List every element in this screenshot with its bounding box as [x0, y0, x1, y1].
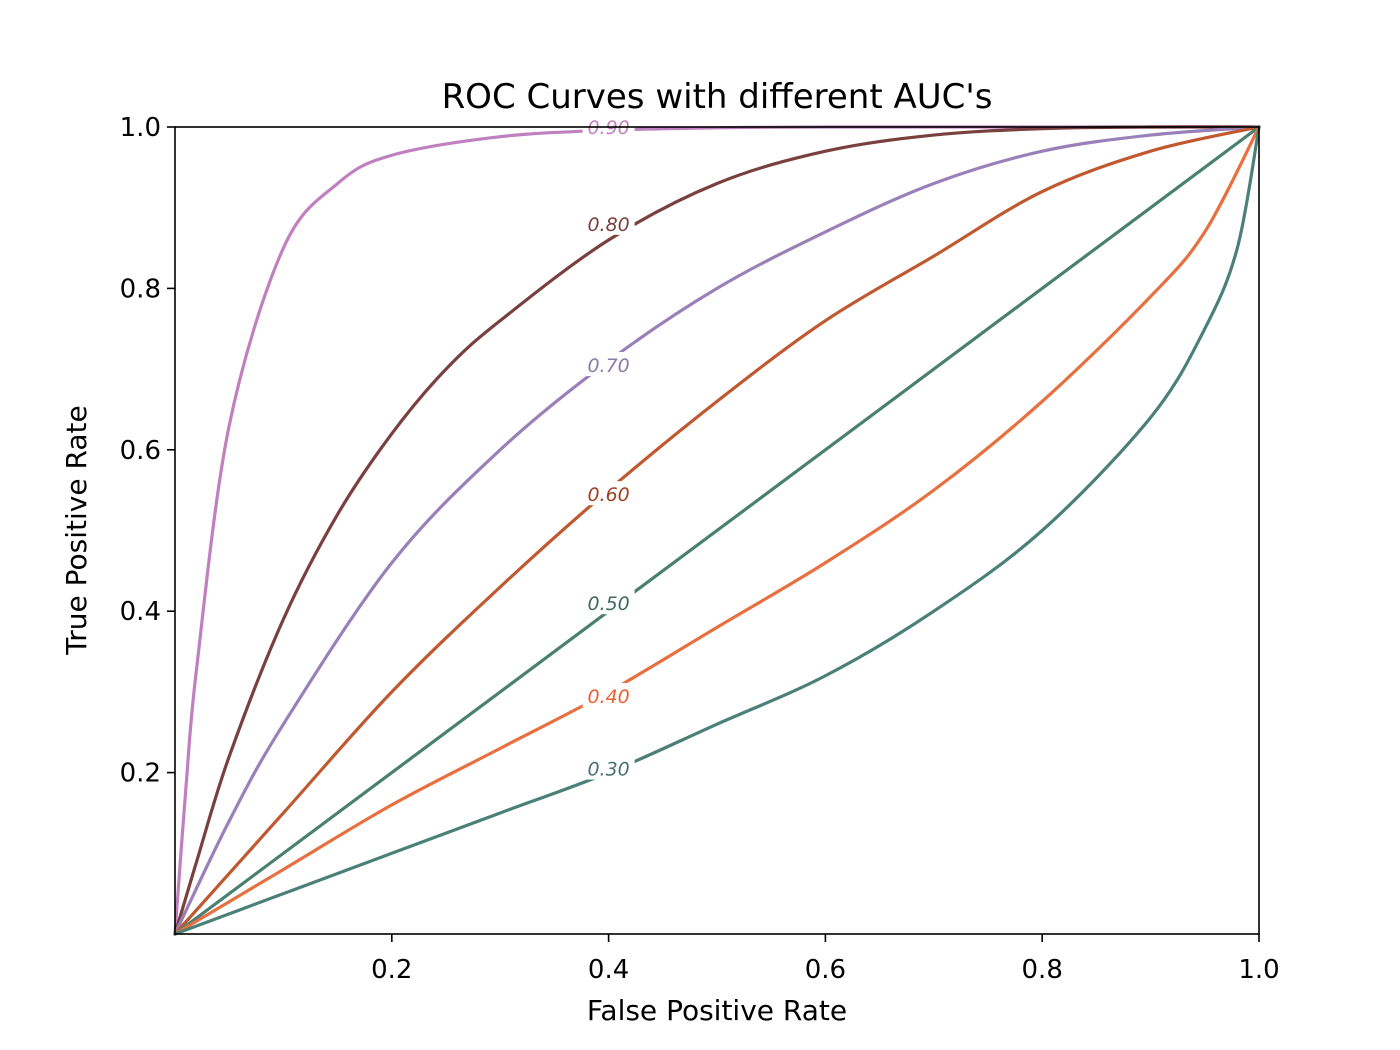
curve-label-bg [582, 755, 635, 780]
y-axis-label: True Positive Rate [60, 405, 93, 655]
curve-label-bg [582, 352, 635, 377]
curve-label-bg [582, 682, 635, 707]
y-tick-label: 0.6 [120, 436, 161, 466]
curve-label-0.30: 0.30 [587, 759, 629, 781]
y-tick-label: 1.0 [120, 113, 161, 143]
roc-curve-0.70 [173, 125, 1261, 936]
roc-curve-0.40 [173, 125, 1261, 936]
roc-curve-0.60 [173, 125, 1261, 936]
x-tick-label: 0.6 [805, 955, 846, 985]
chart-title: ROC Curves with different AUC's [442, 77, 993, 117]
roc-curve-0.30 [173, 125, 1261, 936]
x-axis: 0.2 0.4 0.6 0.8 1.0 [371, 934, 1280, 985]
curve-label-bg [582, 481, 635, 506]
y-tick-label: 0.4 [120, 597, 161, 627]
roc-curve-0.50 [173, 125, 1261, 936]
x-tick-label: 0.8 [1022, 955, 1063, 985]
curve-label-bg [582, 114, 635, 138]
curve-label-0.50: 0.50 [587, 593, 629, 615]
x-tick-label: 0.4 [588, 955, 629, 985]
y-tick-label: 0.8 [120, 274, 161, 304]
curve-label-0.70: 0.70 [587, 355, 629, 377]
curve-label-0.80: 0.80 [587, 214, 629, 236]
curve-labels-layer: 0.90 0.80 0.70 0.60 0.50 0.40 0.30 [582, 114, 635, 781]
x-axis-label: False Positive Rate [587, 994, 847, 1027]
plot-frame [174, 126, 1260, 935]
roc-curve-0.80 [173, 125, 1261, 936]
curve-label-bg [582, 590, 635, 615]
curve-label-0.90: 0.90 [587, 117, 629, 139]
x-tick-label: 0.2 [371, 955, 412, 985]
curve-label-0.60: 0.60 [587, 484, 629, 506]
y-tick-label: 0.2 [120, 759, 161, 789]
y-axis: 0.2 0.4 0.6 0.8 1.0 [120, 113, 175, 789]
curve-label-0.40: 0.40 [587, 686, 629, 708]
x-tick-label: 1.0 [1238, 955, 1279, 985]
curve-label-bg [582, 210, 635, 235]
curves-layer [173, 125, 1261, 936]
